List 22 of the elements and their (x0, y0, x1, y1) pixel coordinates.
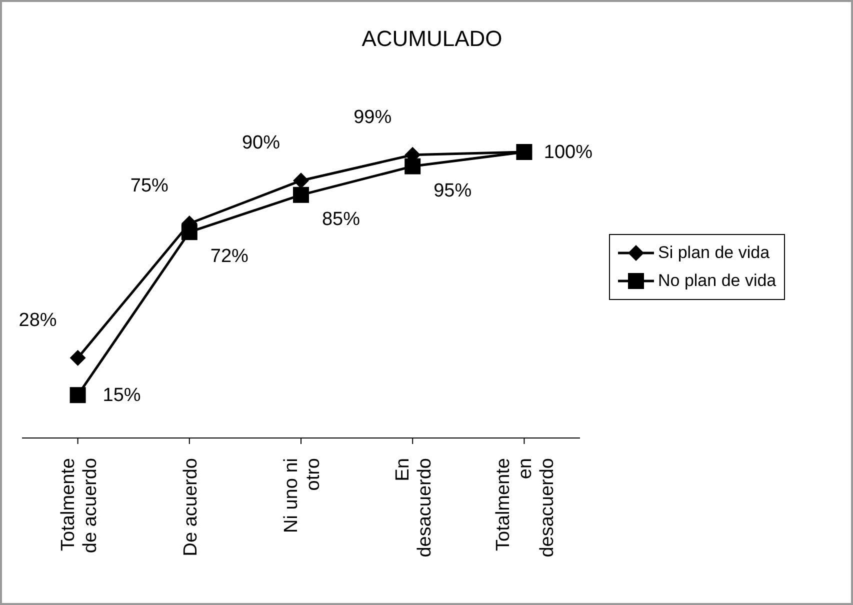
x-tick-label: Ni uno ni otro (281, 458, 324, 533)
point (181, 224, 198, 240)
data-label: 99% (354, 106, 392, 128)
data-label: 90% (242, 132, 280, 154)
data-label: 15% (102, 385, 141, 406)
chart-title: ACUMULADO (360, 26, 504, 52)
data-label: 85% (322, 208, 360, 230)
legend-label: No plan de vida (658, 271, 776, 291)
point (516, 144, 532, 160)
point (293, 172, 309, 189)
data-label: 100% (544, 142, 593, 163)
point (70, 350, 86, 366)
data-label: 28% (18, 310, 57, 331)
point (70, 387, 86, 404)
data-label: 95% (434, 180, 472, 202)
x-tick-label: Totalmente de acuerdo (58, 458, 101, 554)
x-tick-label: De acuerdo (180, 458, 202, 556)
point (404, 158, 421, 174)
legend-label: Si plan de vida (658, 243, 770, 263)
point (293, 186, 309, 203)
data-label: 75% (130, 176, 169, 196)
data-label: 72% (210, 246, 249, 268)
